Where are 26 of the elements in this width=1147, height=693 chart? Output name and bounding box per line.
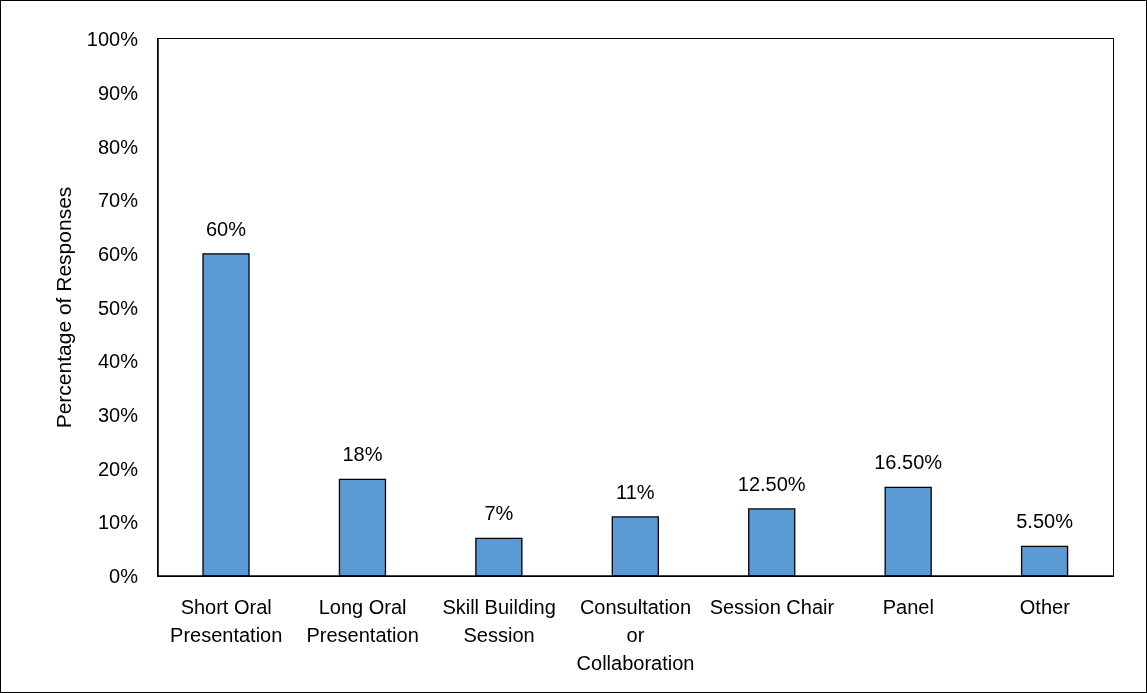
y-tick-label: 10%: [97, 511, 139, 534]
y-tick-label: 80%: [97, 135, 139, 158]
y-tick-label: 60%: [97, 242, 139, 265]
data-label: 60%: [206, 217, 247, 240]
y-tick-label: 20%: [97, 457, 139, 480]
y-tick-label: 30%: [97, 404, 139, 426]
data-label: 16.50%: [874, 451, 943, 474]
x-tick-label: Long Oral Presentation: [306, 596, 419, 647]
x-tick-label: Session Chair: [709, 596, 835, 619]
y-tick-label: 50%: [97, 296, 139, 319]
x-tick-label: Panel: [882, 596, 934, 619]
data-label: 7%: [484, 502, 514, 525]
y-tick-label: 0%: [109, 565, 139, 588]
x-tick-label: Other: [1019, 596, 1071, 619]
data-label: 5.50%: [1016, 510, 1074, 533]
y-tick-label: 40%: [97, 350, 139, 373]
x-tick-label: Short Oral Presentation: [170, 596, 283, 647]
data-label: 18%: [342, 443, 383, 466]
x-tick-label: Skill Building Session: [442, 596, 556, 647]
x-tick-label: Consultation or Collaboration: [576, 596, 695, 675]
data-label: 11%: [616, 480, 655, 503]
y-tick-label: 70%: [97, 189, 139, 212]
y-tick-label: 90%: [97, 81, 139, 104]
y-tick-label: 100%: [86, 28, 139, 51]
y-axis-title: Percentage of Responses: [51, 186, 75, 429]
data-label: 12.50%: [737, 472, 806, 495]
